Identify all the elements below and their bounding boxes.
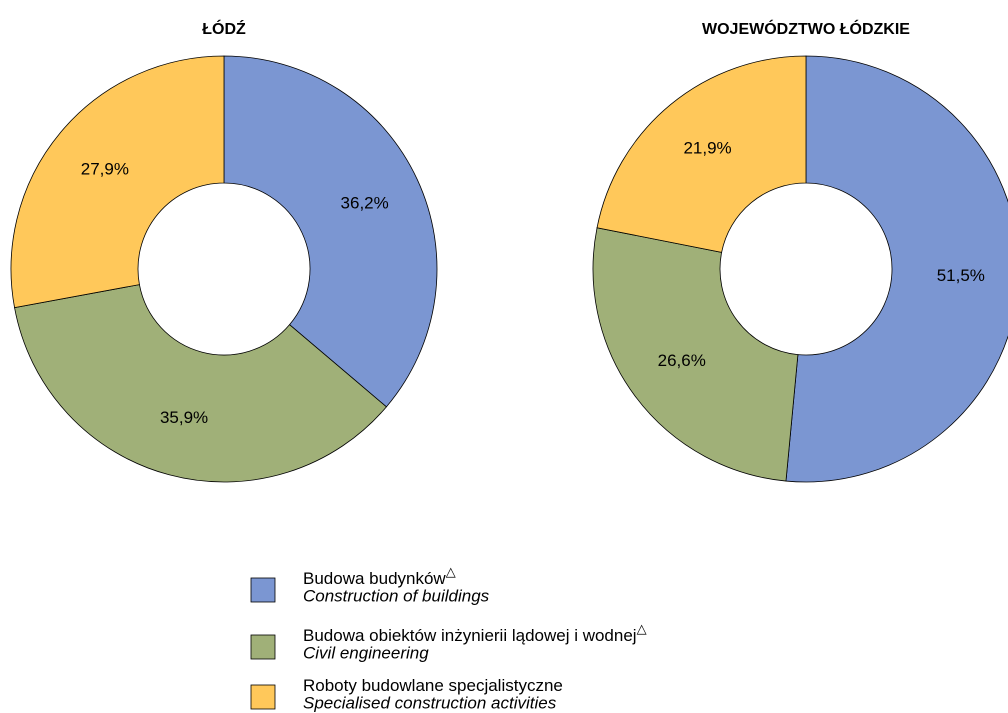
- legend-label-text: Budowa obiektów inżynierii lądowej i wod…: [303, 626, 637, 645]
- value-label: 27,9%: [81, 159, 129, 178]
- value-label: 35,9%: [160, 408, 208, 427]
- legend-label: Budowa budynków△: [303, 564, 456, 588]
- pie-slice: [785, 55, 1008, 483]
- legend-swatch: [250, 684, 276, 710]
- legend-translation: Specialised construction activities: [303, 693, 557, 712]
- legend-mark: △: [637, 621, 647, 636]
- value-label: 26,6%: [658, 351, 706, 370]
- value-label: 51,5%: [937, 266, 985, 285]
- value-label: 36,2%: [341, 193, 389, 212]
- legend-label: Budowa obiektów inżynierii lądowej i wod…: [303, 621, 647, 645]
- pie-slice: [14, 284, 387, 483]
- pie-slice: [223, 55, 438, 408]
- value-label: 21,9%: [683, 139, 731, 158]
- chart-title: ŁÓDŹ: [202, 19, 246, 38]
- legend-label: Roboty budowlane specjalistyczne: [303, 676, 563, 695]
- legend-translation: Civil engineering: [303, 643, 429, 662]
- legend-label-text: Roboty budowlane specjalistyczne: [303, 676, 563, 695]
- legend-translation: Construction of buildings: [303, 586, 490, 605]
- legend-mark: △: [446, 564, 456, 579]
- pie-slice: [592, 227, 799, 482]
- pie-slice: [596, 55, 807, 253]
- legend-swatch: [250, 634, 276, 660]
- pie-slice: [10, 55, 225, 309]
- legend-label-text: Budowa budynków: [303, 569, 446, 588]
- legend-swatch: [250, 577, 276, 603]
- chart-title: WOJEWÓDZTWO ŁÓDZKIE: [702, 19, 910, 38]
